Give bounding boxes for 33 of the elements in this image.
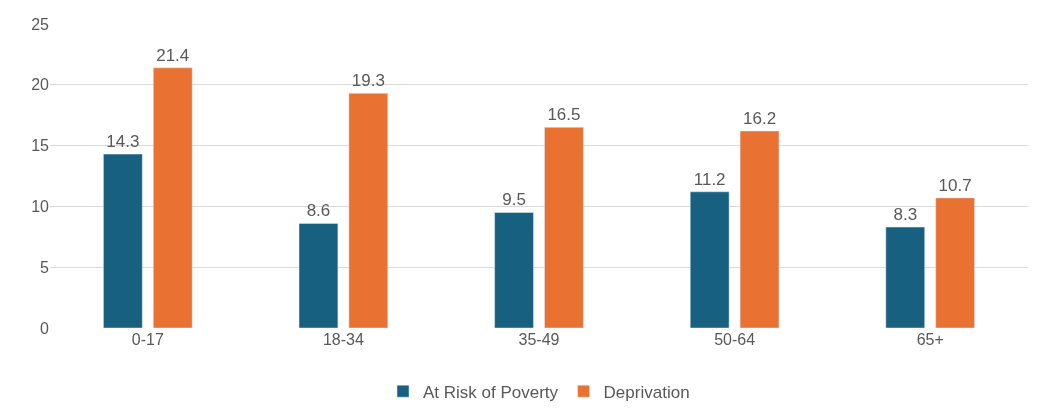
data-label: 16.2 — [742, 109, 777, 129]
y-tick-label: 15 — [31, 137, 50, 155]
data-label: 16.5 — [547, 105, 581, 125]
data-label: 9.5 — [502, 190, 526, 210]
y-tick-label: 10 — [31, 198, 50, 215]
data-label: 8.6 — [306, 201, 331, 221]
y-tick-label: 5 — [40, 258, 50, 276]
data-label: 19.3 — [351, 71, 385, 91]
x-tick-label: 18-34 — [322, 331, 364, 348]
bar — [153, 67, 193, 328]
x-tick-label: 50-64 — [714, 331, 756, 348]
data-label: 21.4 — [156, 45, 190, 65]
bar — [935, 197, 975, 328]
data-label: 14.3 — [106, 132, 140, 152]
legend-label: At Risk of Poverty — [423, 382, 559, 402]
bar — [885, 226, 925, 328]
bar — [348, 93, 389, 328]
legend-label: Deprivation — [603, 382, 690, 402]
bar — [494, 212, 534, 328]
data-label: 10.7 — [938, 175, 972, 195]
data-label: 11.2 — [693, 169, 726, 189]
bar — [544, 127, 584, 328]
data-label: 8.3 — [893, 205, 918, 225]
bar — [103, 153, 143, 328]
x-tick-label: 35-49 — [518, 331, 560, 348]
x-tick-label: 0-17 — [131, 331, 164, 348]
y-tick-label: 0 — [40, 319, 50, 337]
bar — [739, 130, 780, 328]
y-tick-label: 20 — [31, 76, 50, 94]
bar — [689, 191, 730, 328]
bar — [298, 223, 339, 328]
x-tick-label: 65+ — [916, 331, 944, 348]
y-tick-label: 25 — [31, 15, 50, 33]
